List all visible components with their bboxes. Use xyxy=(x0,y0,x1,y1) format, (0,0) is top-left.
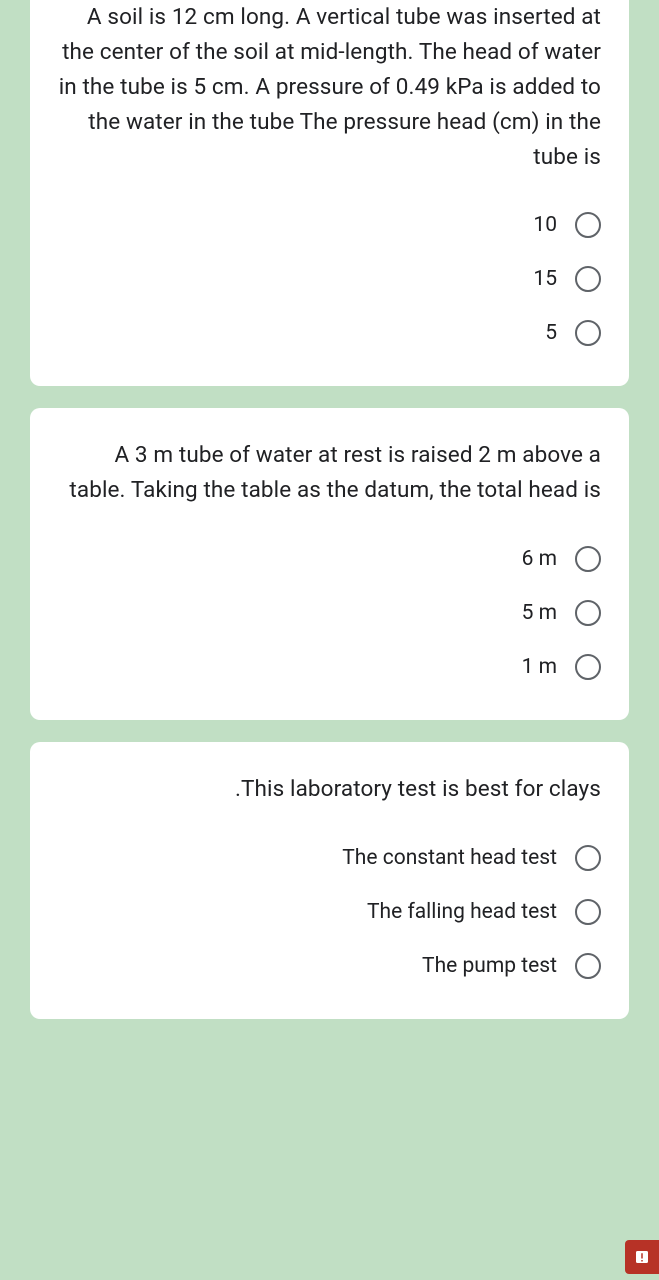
radio-icon[interactable] xyxy=(575,654,601,680)
question-card: A 3 m tube of water at rest is raised 2 … xyxy=(30,408,629,720)
option-row[interactable]: The constant head test xyxy=(58,835,601,881)
radio-icon[interactable] xyxy=(575,266,601,292)
radio-icon[interactable] xyxy=(575,953,601,979)
option-label: 1 m xyxy=(522,655,557,679)
option-label: 6 m xyxy=(522,547,557,571)
option-row[interactable]: 6 m xyxy=(58,536,601,582)
option-row[interactable]: The pump test xyxy=(58,943,601,989)
radio-icon[interactable] xyxy=(575,600,601,626)
option-row[interactable]: 10 xyxy=(58,202,601,248)
options-group: 6 m 5 m 1 m xyxy=(58,536,601,690)
form-container: A soil is 12 cm long. A vertical tube wa… xyxy=(0,0,659,1019)
option-row[interactable]: 5 xyxy=(58,310,601,356)
options-group: The constant head test The falling head … xyxy=(58,835,601,989)
radio-icon[interactable] xyxy=(575,212,601,238)
option-label: 5 xyxy=(545,321,557,345)
radio-icon[interactable] xyxy=(575,546,601,572)
option-label: The falling head test xyxy=(367,900,557,924)
question-text: A soil is 12 cm long. A vertical tube wa… xyxy=(58,0,601,174)
option-row[interactable]: 5 m xyxy=(58,590,601,636)
alert-icon xyxy=(633,1248,651,1266)
option-label: The constant head test xyxy=(342,846,557,870)
question-text: A 3 m tube of water at rest is raised 2 … xyxy=(58,438,601,508)
options-group: 10 15 5 xyxy=(58,202,601,356)
option-label: 15 xyxy=(533,267,557,291)
radio-icon[interactable] xyxy=(575,899,601,925)
question-text: .This laboratory test is best for clays xyxy=(58,772,601,807)
option-label: 5 m xyxy=(522,601,557,625)
option-label: The pump test xyxy=(422,954,557,978)
option-label: 10 xyxy=(533,213,557,237)
question-card: A soil is 12 cm long. A vertical tube wa… xyxy=(30,0,629,386)
option-row[interactable]: 15 xyxy=(58,256,601,302)
radio-icon[interactable] xyxy=(575,320,601,346)
question-card: .This laboratory test is best for clays … xyxy=(30,742,629,1019)
option-row[interactable]: 1 m xyxy=(58,644,601,690)
alert-badge[interactable] xyxy=(625,1240,659,1274)
radio-icon[interactable] xyxy=(575,845,601,871)
option-row[interactable]: The falling head test xyxy=(58,889,601,935)
